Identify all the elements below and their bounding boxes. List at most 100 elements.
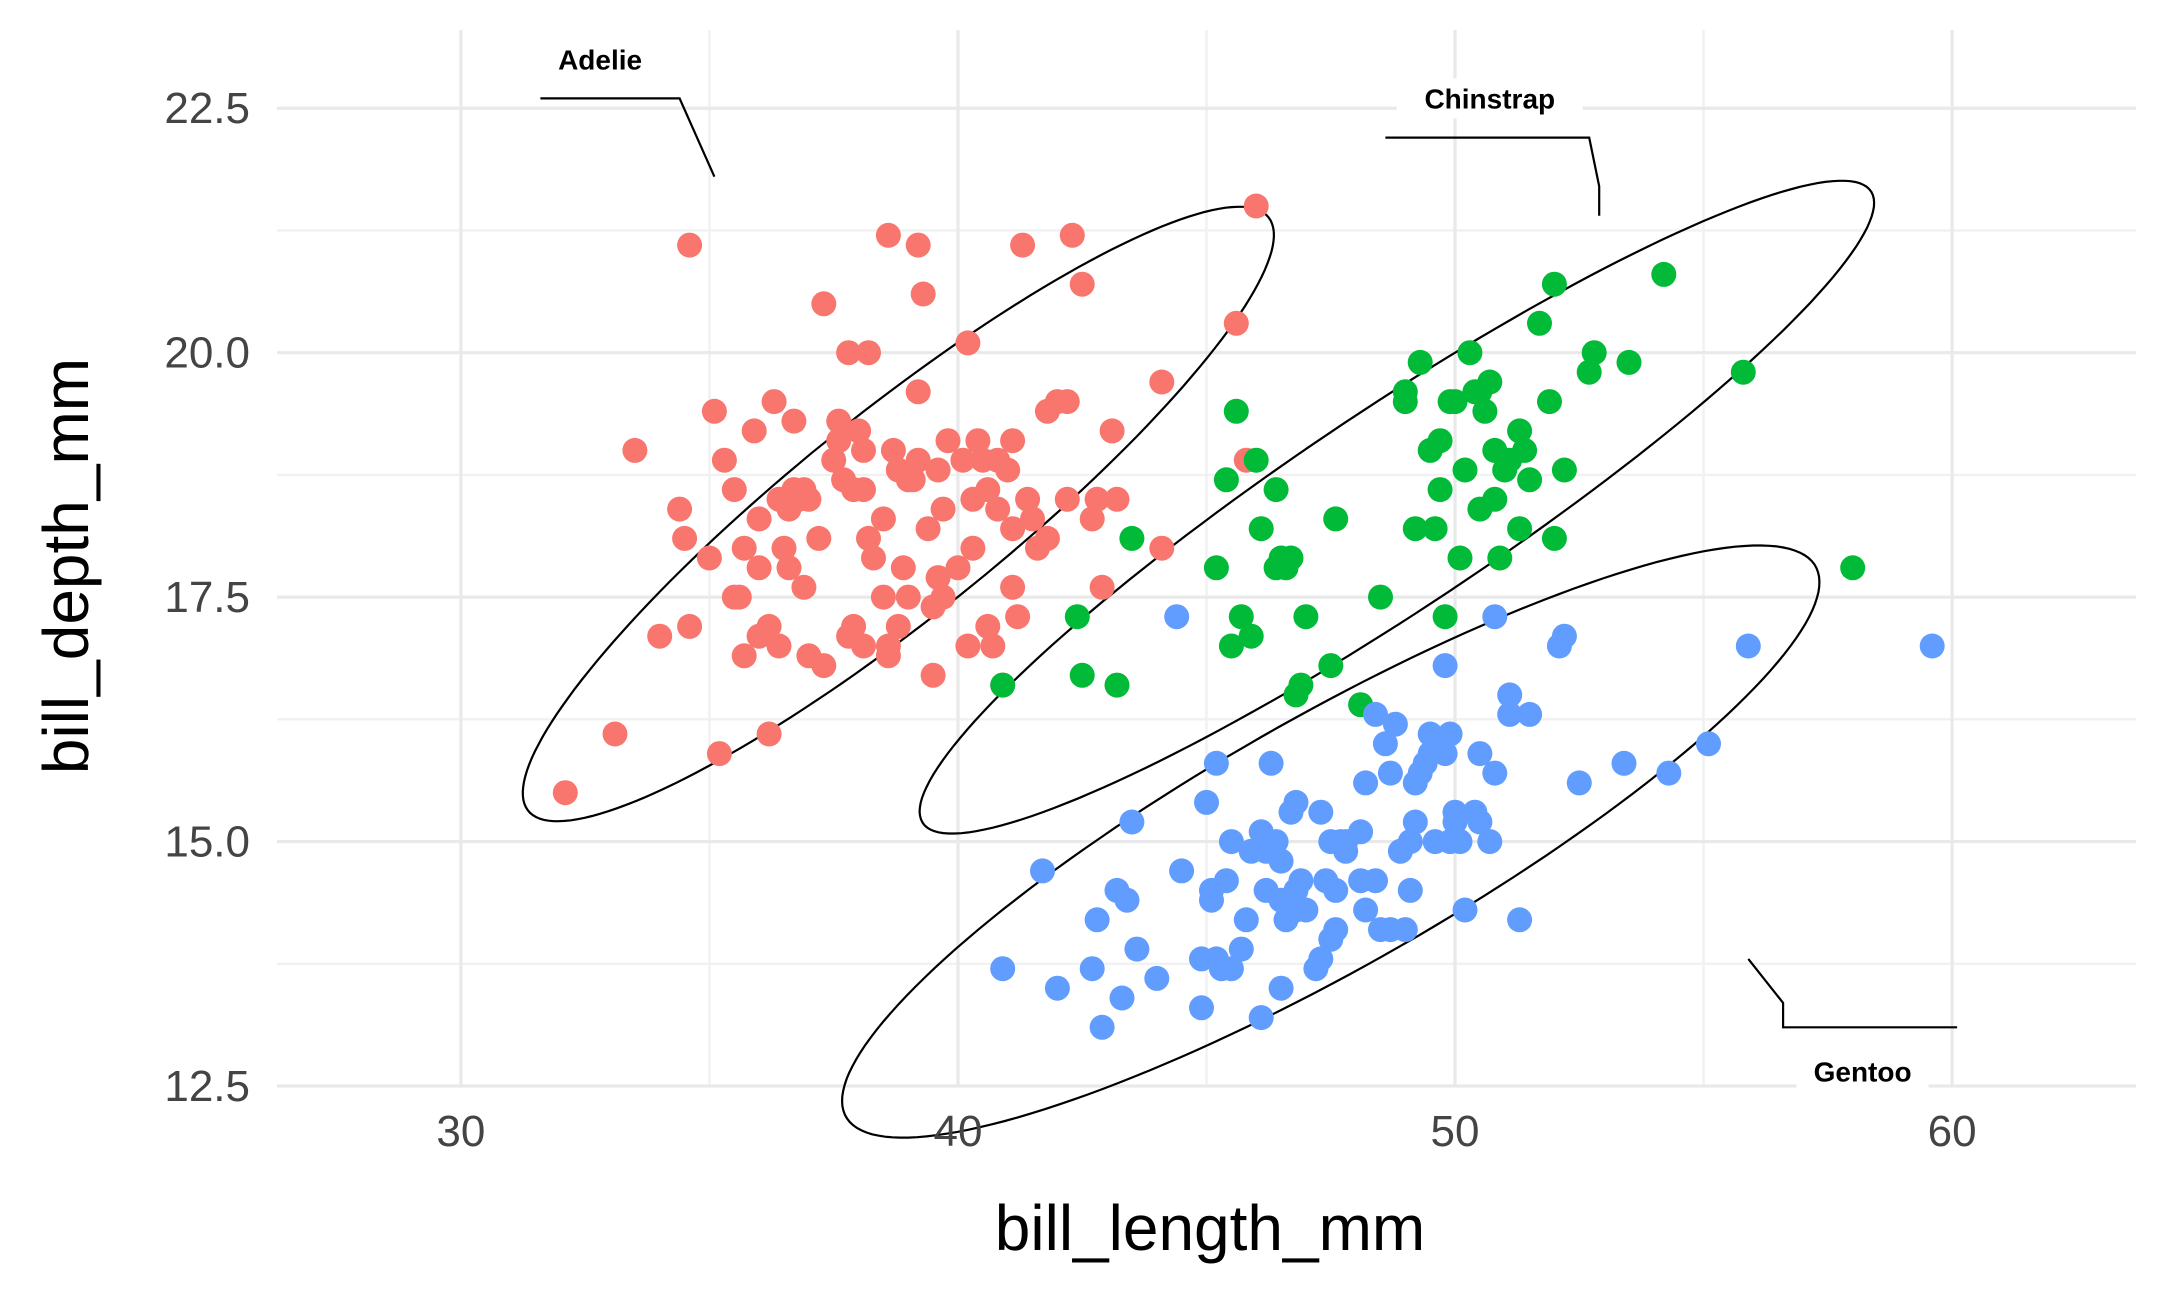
data-point-gentoo <box>1114 887 1140 913</box>
data-point-chinstrap <box>1497 447 1523 473</box>
data-point-adelie <box>731 535 757 561</box>
data-point-chinstrap <box>1323 506 1349 532</box>
data-point-gentoo <box>1387 838 1413 864</box>
data-point-adelie <box>761 389 787 415</box>
data-point-gentoo <box>1392 917 1418 943</box>
data-point-chinstrap <box>1263 477 1289 503</box>
data-point-gentoo <box>1268 848 1294 874</box>
data-point-adelie <box>870 506 896 532</box>
data-point-chinstrap <box>1218 633 1244 659</box>
data-point-gentoo <box>1467 809 1493 835</box>
label-box <box>534 39 667 80</box>
data-point-adelie <box>1079 506 1105 532</box>
data-point-gentoo <box>1199 887 1224 913</box>
data-point-gentoo <box>1382 711 1408 737</box>
data-point-chinstrap <box>1527 310 1552 336</box>
data-point-adelie <box>667 496 693 522</box>
data-point-chinstrap <box>1248 516 1274 542</box>
data-point-chinstrap <box>1432 604 1458 630</box>
label-chinstrap: Chinstrap <box>1385 78 1601 216</box>
y-tick-label: 12.5 <box>164 1062 250 1111</box>
data-point-gentoo <box>1482 760 1508 786</box>
data-point-chinstrap <box>1288 672 1314 698</box>
data-point-chinstrap <box>1228 604 1254 630</box>
point-layer <box>552 193 1945 1040</box>
data-point-chinstrap <box>1730 359 1756 385</box>
data-point-chinstrap <box>1104 672 1130 698</box>
data-point-adelie <box>910 281 936 307</box>
data-point-chinstrap <box>1551 457 1577 483</box>
data-point-adelie <box>851 633 876 659</box>
data-point-adelie <box>965 428 991 454</box>
data-point-adelie <box>1034 525 1060 551</box>
data-point-gentoo <box>1218 956 1244 982</box>
data-point-chinstrap <box>1069 662 1095 688</box>
data-point-gentoo <box>1323 917 1349 943</box>
data-point-adelie <box>756 613 782 639</box>
data-point-gentoo <box>1044 975 1070 1001</box>
series-chinstrap <box>990 261 1866 718</box>
data-point-chinstrap <box>1457 340 1483 366</box>
data-point-adelie <box>766 633 792 659</box>
data-point-adelie <box>960 535 986 561</box>
data-point-adelie <box>856 525 881 551</box>
data-point-adelie <box>950 447 976 473</box>
data-point-adelie <box>955 633 981 659</box>
data-point-gentoo <box>1482 604 1508 630</box>
data-point-gentoo <box>1203 750 1229 776</box>
label-layer: Adelie Chinstrap Gentoo <box>534 39 1958 1092</box>
data-point-chinstrap <box>1467 379 1493 405</box>
data-point-gentoo <box>1656 760 1682 786</box>
data-point-chinstrap <box>1507 418 1533 444</box>
data-point-gentoo <box>1507 907 1533 933</box>
data-point-adelie <box>602 721 628 747</box>
data-point-adelie <box>731 643 757 669</box>
data-point-gentoo <box>1089 1014 1115 1040</box>
y-axis-title: bill_depth_mm <box>30 358 102 774</box>
data-point-chinstrap <box>1119 525 1145 551</box>
data-point-gentoo <box>1497 682 1523 708</box>
data-point-gentoo <box>1308 799 1334 825</box>
data-point-gentoo <box>1348 868 1374 894</box>
leader-line <box>1747 958 1958 1029</box>
data-point-adelie <box>836 340 862 366</box>
data-point-gentoo <box>1194 789 1219 815</box>
data-point-chinstrap <box>1541 525 1567 551</box>
data-point-adelie <box>711 447 737 473</box>
data-point-gentoo <box>1084 907 1110 933</box>
data-point-gentoo <box>1119 809 1145 835</box>
data-point-chinstrap <box>1402 516 1428 542</box>
data-point-gentoo <box>1293 897 1319 923</box>
data-point-adelie <box>1020 506 1045 532</box>
data-point-adelie <box>995 457 1021 483</box>
data-point-gentoo <box>1213 868 1239 894</box>
data-point-gentoo <box>1233 907 1259 933</box>
data-point-gentoo <box>1551 623 1577 649</box>
data-point-adelie <box>1005 604 1031 630</box>
data-point-adelie <box>791 574 817 600</box>
data-point-gentoo <box>1372 731 1398 757</box>
data-point-gentoo <box>1397 877 1423 903</box>
label-text: Chinstrap <box>1424 83 1555 114</box>
data-point-adelie <box>1069 271 1095 297</box>
data-point-chinstrap <box>1213 467 1239 493</box>
data-point-adelie <box>776 555 802 581</box>
leader-line <box>540 97 716 178</box>
data-point-gentoo <box>1109 985 1135 1011</box>
data-point-adelie <box>1059 222 1085 248</box>
data-point-adelie <box>870 584 896 610</box>
data-point-adelie <box>826 428 852 454</box>
data-point-adelie <box>880 437 906 463</box>
data-point-adelie <box>930 496 956 522</box>
data-point-chinstrap <box>1368 584 1393 610</box>
data-point-gentoo <box>1696 731 1721 757</box>
data-point-chinstrap <box>1651 261 1677 287</box>
data-point-gentoo <box>1144 965 1170 991</box>
x-tick-label: 60 <box>1928 1107 1977 1156</box>
data-point-chinstrap <box>1447 545 1473 571</box>
data-point-adelie <box>885 457 911 483</box>
data-point-adelie <box>930 584 956 610</box>
data-point-adelie <box>647 623 673 649</box>
data-point-adelie <box>905 379 931 405</box>
